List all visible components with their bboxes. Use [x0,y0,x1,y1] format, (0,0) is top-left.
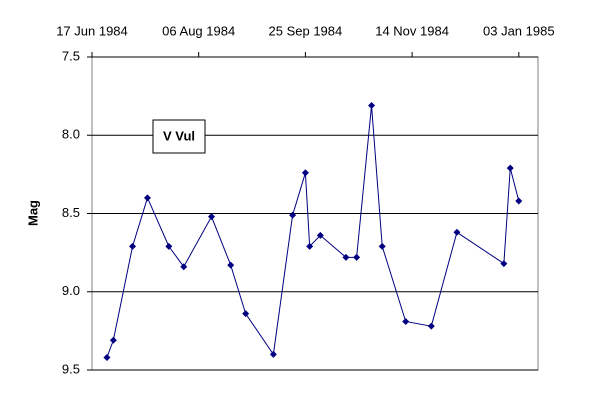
data-point [368,102,376,110]
data-point [109,336,117,344]
data-point [301,169,309,177]
y-tick-label: 7.5 [62,48,80,63]
data-point [227,261,235,269]
data-point [500,260,508,268]
data-point [180,263,188,271]
data-point [453,228,461,236]
legend-box [152,119,206,154]
data-point [515,197,523,205]
data-point [353,253,361,261]
data-point [129,242,137,250]
x-tick-label: 06 Aug 1984 [162,23,235,38]
x-tick-label: 14 Nov 1984 [375,23,449,38]
data-point [427,322,435,330]
data-point [506,164,514,172]
data-point [289,211,297,219]
y-tick-label: 9.0 [62,283,80,298]
data-point [269,350,277,358]
data-point [143,194,151,202]
y-tick-label: 9.5 [62,361,80,376]
data-point [242,310,250,318]
data-point [378,242,386,250]
data-point [342,253,350,261]
data-point [165,242,173,250]
data-point [316,231,324,239]
data-point [103,353,111,361]
y-tick-label: 8.0 [62,127,80,142]
x-tick-label: 17 Jun 1984 [56,23,128,38]
data-point [208,213,216,221]
x-tick-label: 03 Jan 1985 [483,23,555,38]
y-axis-label: Mag [25,200,40,226]
x-tick-label: 25 Sep 1984 [269,23,343,38]
y-tick-label: 8.5 [62,205,80,220]
series-line [106,105,520,358]
legend-label: V Vul [163,128,195,143]
data-point [306,242,314,250]
data-point [402,317,410,325]
